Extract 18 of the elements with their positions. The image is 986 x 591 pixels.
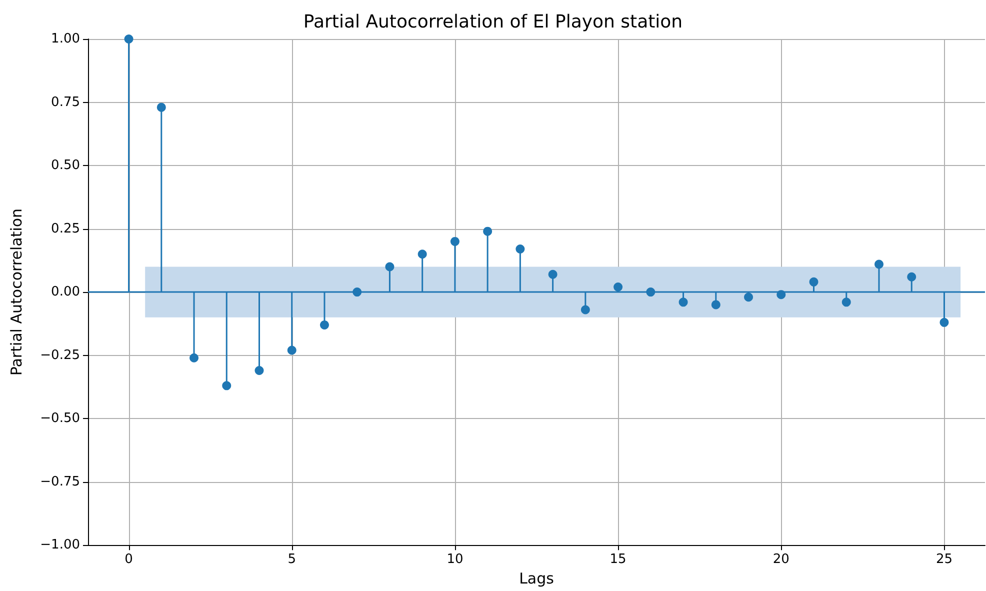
- y-tick-label: −0.50: [40, 411, 80, 426]
- x-tick-label: 10: [446, 552, 464, 568]
- x-tick-label: 15: [610, 552, 626, 568]
- y-tick-label: 0.25: [51, 221, 80, 236]
- y-tick-label: −0.75: [40, 474, 80, 490]
- y-tick-label: −1.00: [40, 538, 80, 553]
- y-tick-label: −0.25: [40, 348, 80, 363]
- y-axis-title: Partial Autocorrelation: [8, 208, 26, 376]
- x-axis-title: Lags: [519, 570, 554, 588]
- x-tick-label: 20: [772, 552, 790, 568]
- x-tick-label: 0: [124, 552, 133, 568]
- y-tick-label: 0.00: [51, 284, 80, 300]
- y-tick-label: 0.50: [51, 158, 80, 174]
- chart-title: Partial Autocorrelation of El Playon station: [303, 12, 683, 32]
- y-tick-label: 0.75: [51, 94, 80, 110]
- x-tick-label: 25: [936, 552, 952, 568]
- x-tick-label: 5: [288, 552, 296, 568]
- y-tick-label: 1.00: [51, 32, 80, 46]
